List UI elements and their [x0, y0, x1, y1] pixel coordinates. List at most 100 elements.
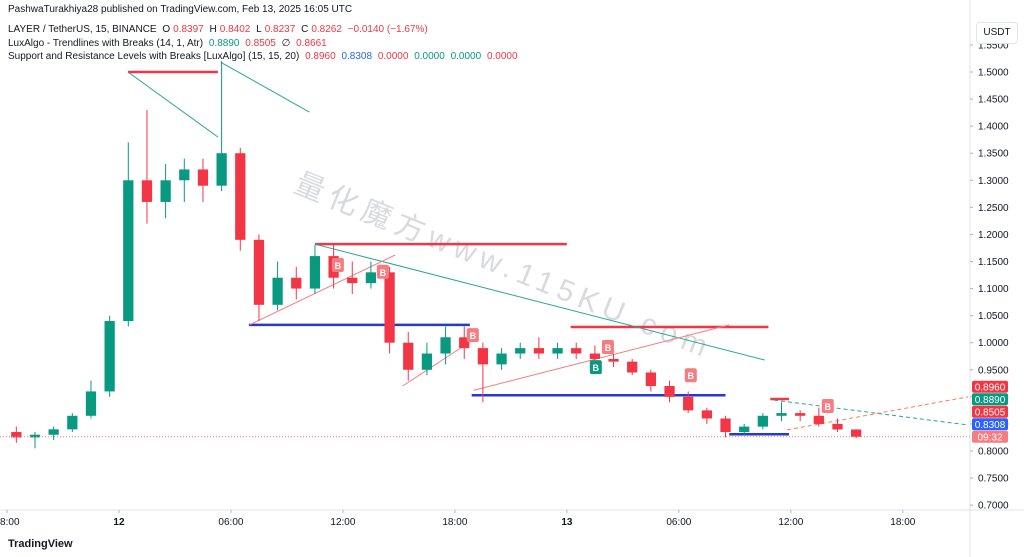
candle-body	[645, 372, 656, 387]
indicator-line	[473, 324, 730, 391]
candle-body	[589, 353, 601, 359]
price-badge-label: 0.8890	[975, 395, 1006, 406]
price-badge-label: 0.8308	[975, 420, 1006, 431]
y-tick-label: 1.4500	[978, 95, 1009, 106]
price-badge	[972, 393, 1008, 406]
break-badge	[589, 360, 602, 375]
candle-body	[11, 432, 22, 438]
break-label: B	[380, 268, 387, 278]
indicator-value: 0.8505	[245, 38, 276, 49]
indicator-name: Support and Resistance Levels with Break…	[8, 51, 300, 62]
indicator-value: 0.0000	[450, 51, 482, 62]
candle-body	[795, 413, 806, 416]
candle-body	[48, 429, 59, 435]
break-badge	[466, 328, 479, 343]
price-badge-label: 09:32	[977, 432, 1002, 443]
x-tick-label: 18:00	[442, 517, 467, 528]
candle-body	[496, 353, 507, 365]
x-tick-label: 06:00	[666, 517, 691, 528]
indicator-value: 0.0000	[377, 51, 409, 62]
y-tick-label: 1.1500	[978, 257, 1009, 268]
indicator-line	[220, 61, 310, 113]
candle-body	[403, 342, 414, 370]
break-label: B	[825, 402, 832, 412]
ohlc-key: H	[209, 24, 217, 35]
indicator-name: LuxAlgo - Trendlines with Breaks (14, 1,…	[8, 38, 204, 49]
candle-body	[365, 272, 377, 284]
candle-body	[515, 348, 526, 354]
symbol: LAYER / TetherUS, 15, BINANCE	[8, 24, 157, 35]
indicator-line	[127, 71, 219, 138]
indicator-value: ∅	[281, 38, 291, 49]
candle-body	[533, 348, 545, 354]
watermark: 量化魔方www.115KU.com	[290, 167, 718, 365]
candle-body	[757, 415, 768, 427]
indicator-value: 0.8308	[341, 51, 373, 62]
candle-body	[440, 337, 451, 354]
candle-body	[104, 321, 115, 392]
break-badge	[376, 264, 389, 279]
candle-body	[160, 180, 171, 202]
y-tick-label: 1.5000	[978, 68, 1009, 79]
candle-body	[851, 429, 862, 437]
y-tick-label: 0.7000	[978, 501, 1009, 512]
price-badge-label: 0.8505	[975, 407, 1006, 418]
break-label: B	[688, 371, 695, 381]
indicator-value: 0.0000	[414, 51, 445, 62]
y-tick-label: 0.8000	[978, 446, 1009, 457]
y-tick-label: 0.9500	[978, 365, 1009, 376]
price-badge-label: 0.8960	[975, 382, 1006, 393]
indicator-line	[249, 254, 396, 326]
indicator-value: 0.0000	[486, 51, 518, 62]
ohlc-key: C	[301, 24, 309, 35]
y-tick-label: 1.0500	[978, 311, 1009, 322]
candle-body	[309, 256, 321, 289]
candle-body	[571, 348, 582, 354]
candle-body	[384, 272, 395, 343]
candle-body	[627, 361, 638, 373]
break-badge	[601, 340, 614, 355]
break-badge	[684, 368, 697, 383]
indicator-line	[787, 396, 969, 431]
ohlc-key: L	[256, 24, 262, 35]
candle-body	[664, 386, 675, 397]
candle-body	[776, 413, 787, 416]
candle-body	[459, 337, 470, 349]
candle-body	[720, 418, 731, 433]
x-tick-label: 18:00	[0, 517, 20, 528]
indicator-value: 0.8960	[305, 51, 336, 62]
break-label: B	[335, 261, 342, 271]
candle-body	[67, 415, 78, 430]
candle-body	[85, 391, 97, 416]
candle-body	[272, 277, 283, 305]
price-badge	[972, 380, 1008, 393]
y-tick-label: 1.2500	[978, 203, 1009, 214]
x-tick-label: 18:00	[890, 517, 915, 528]
break-badge	[331, 258, 344, 273]
break-label: B	[605, 343, 612, 353]
candle-body	[141, 180, 153, 202]
indicator-value: 0.8890	[208, 38, 240, 49]
x-tick-label: 12:00	[778, 517, 803, 528]
change: −0.0140 (−1.67%)	[347, 24, 428, 35]
currency-button[interactable]: USDT	[976, 22, 1018, 44]
y-tick-label: 1.1000	[978, 284, 1009, 295]
candle-body	[253, 239, 265, 305]
y-tick-label: 1.2000	[978, 230, 1009, 241]
x-tick-label: 12:00	[330, 517, 355, 528]
y-tick-label: 1.3500	[978, 149, 1009, 160]
break-label: B	[593, 363, 600, 373]
break-badge	[821, 399, 834, 414]
candle-body	[701, 410, 712, 419]
candle-body	[421, 353, 433, 370]
ohlc-value: 0.8397	[173, 24, 204, 35]
y-tick-label: 0.7500	[978, 474, 1009, 485]
indicator-legend: LuxAlgo - Trendlines with Breaks (14, 1,…	[8, 38, 330, 49]
ohlc-value: 0.8262	[311, 24, 342, 35]
candle-body	[552, 348, 563, 354]
y-tick-label: 1.4000	[978, 122, 1009, 133]
indicator-value: 0.8661	[296, 38, 327, 49]
